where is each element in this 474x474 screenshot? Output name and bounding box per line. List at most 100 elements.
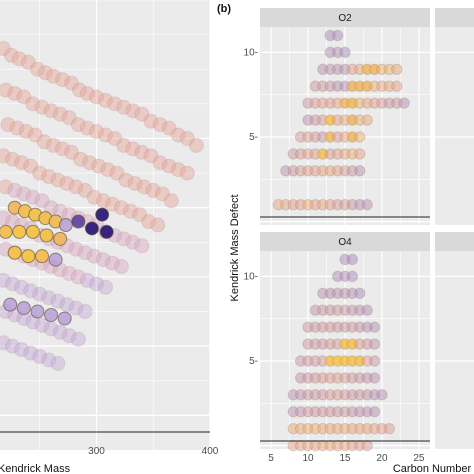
- data-point: [0, 117, 16, 133]
- highlight-point: [21, 249, 36, 264]
- data-point: [98, 279, 114, 295]
- highlight-point: [12, 224, 27, 239]
- data-point: [0, 210, 11, 226]
- data-point: [132, 207, 148, 223]
- panel-label: (b): [217, 3, 231, 15]
- facet-strip: [260, 8, 430, 27]
- data-point: [136, 179, 152, 195]
- data-point: [98, 127, 114, 143]
- facet-strip-label: O4: [338, 237, 352, 248]
- data-point: [0, 335, 11, 351]
- data-point: [109, 165, 125, 181]
- data-point: [11, 51, 27, 67]
- data-point: [0, 179, 14, 195]
- data-point: [54, 72, 70, 88]
- data-point: [368, 321, 381, 333]
- data-point: [154, 186, 170, 202]
- x-tick-label: 15: [339, 453, 351, 464]
- data-point: [25, 189, 41, 205]
- highlight-point: [25, 224, 40, 239]
- data-point: [116, 231, 132, 247]
- data-point: [161, 120, 177, 136]
- data-point: [14, 342, 30, 358]
- data-point: [88, 124, 104, 140]
- data-point: [41, 290, 57, 306]
- data-point: [331, 29, 344, 42]
- highlight-point: [44, 308, 59, 322]
- data-point: [77, 304, 93, 320]
- data-point: [68, 241, 84, 257]
- y-tick-label: 5-: [249, 356, 258, 367]
- data-point: [125, 234, 141, 250]
- x-tick-label: 300: [88, 446, 105, 457]
- data-point: [354, 287, 366, 300]
- data-point: [37, 65, 53, 81]
- data-point: [170, 162, 186, 178]
- data-point: [95, 252, 111, 268]
- highlight-point: [35, 249, 49, 264]
- data-point: [391, 63, 403, 76]
- data-point: [179, 165, 195, 181]
- data-point: [123, 203, 139, 219]
- data-point: [64, 144, 80, 160]
- data-point: [170, 127, 186, 143]
- data-point: [77, 245, 93, 261]
- data-point: [354, 165, 366, 177]
- highlight-point: [58, 218, 73, 232]
- data-point: [86, 189, 102, 205]
- x-axis-title: Kendrick Mass: [0, 463, 71, 474]
- highlight-point: [95, 207, 110, 222]
- facet-strip: [435, 8, 474, 27]
- highlight-point: [99, 224, 114, 239]
- data-point: [61, 265, 77, 281]
- data-point: [368, 355, 381, 367]
- data-point: [152, 117, 168, 133]
- data-point: [383, 422, 396, 435]
- data-point: [88, 89, 104, 105]
- data-point: [104, 255, 120, 271]
- data-point: [50, 293, 66, 309]
- data-point: [188, 137, 204, 153]
- data-point: [7, 182, 23, 198]
- x-tick-label: 20: [376, 453, 388, 464]
- data-point: [354, 148, 366, 160]
- data-point: [104, 196, 120, 212]
- data-point: [61, 328, 77, 344]
- data-point: [145, 182, 161, 198]
- data-point: [361, 198, 373, 211]
- facet-background: [435, 27, 474, 225]
- y-tick-label: 10-: [244, 47, 258, 58]
- x-tick-label: 400: [202, 446, 219, 457]
- data-point: [125, 141, 141, 157]
- data-point: [64, 75, 80, 91]
- data-point: [73, 151, 89, 167]
- data-point: [98, 92, 114, 108]
- data-point: [141, 214, 157, 230]
- data-point: [32, 349, 48, 365]
- x-tick-label: 10: [302, 453, 314, 464]
- data-point: [41, 169, 57, 185]
- facet-strip: [435, 232, 474, 251]
- data-point: [113, 259, 129, 275]
- data-point: [0, 272, 11, 288]
- data-point: [127, 175, 143, 191]
- data-point: [70, 117, 86, 133]
- data-point: [34, 193, 50, 209]
- data-point: [34, 99, 50, 115]
- data-point: [36, 134, 52, 150]
- data-point: [91, 158, 107, 174]
- facet-background: [435, 251, 474, 449]
- data-point: [50, 172, 66, 188]
- data-point: [116, 99, 132, 115]
- highlight-point: [53, 231, 68, 246]
- data-point: [18, 124, 34, 140]
- data-point: [0, 82, 14, 98]
- data-point: [16, 89, 32, 105]
- data-point: [71, 82, 87, 98]
- data-point: [9, 120, 25, 136]
- data-point: [7, 85, 23, 101]
- data-point: [79, 120, 95, 136]
- data-point: [0, 148, 11, 164]
- data-point: [134, 144, 150, 160]
